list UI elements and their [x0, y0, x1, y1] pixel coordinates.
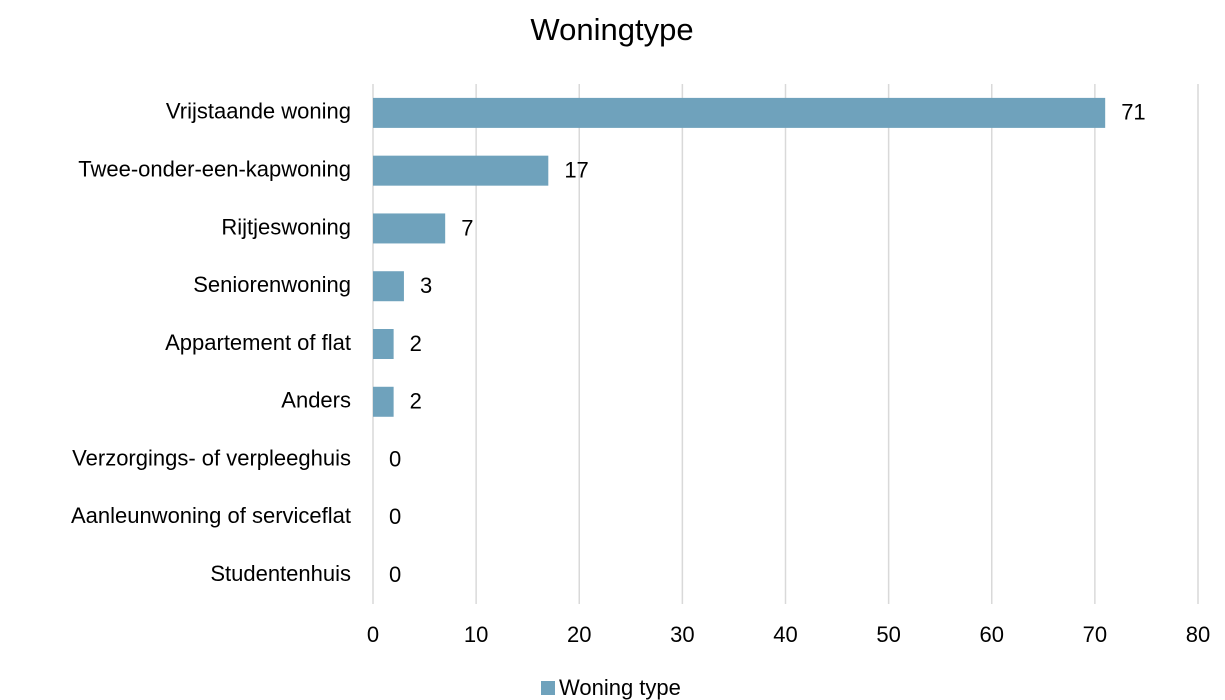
legend-label: Woning type	[559, 675, 681, 700]
data-label: 0	[389, 446, 401, 471]
x-tick-label: 60	[980, 622, 1004, 647]
x-tick-label: 0	[367, 622, 379, 647]
y-tick-label: Twee-onder-een-kapwoning	[78, 156, 351, 181]
x-tick-label: 50	[876, 622, 900, 647]
data-label: 2	[410, 331, 422, 356]
data-label: 3	[420, 273, 432, 298]
x-tick-label: 30	[670, 622, 694, 647]
y-tick-label: Studentenhuis	[210, 561, 351, 586]
x-tick-label: 40	[773, 622, 797, 647]
y-tick-label: Anders	[281, 388, 351, 413]
x-tick-label: 80	[1186, 622, 1210, 647]
bar	[373, 329, 394, 359]
y-tick-label: Appartement of flat	[165, 330, 351, 355]
chart-title: Woningtype	[530, 12, 693, 47]
bar	[373, 271, 404, 302]
y-tick-label: Aanleunwoning of serviceflat	[71, 503, 351, 528]
data-label: 7	[461, 215, 473, 240]
x-tick-label: 70	[1083, 622, 1107, 647]
data-label: 71	[1121, 100, 1145, 125]
y-tick-label: Vrijstaande woning	[166, 99, 351, 124]
data-label: 0	[389, 562, 401, 587]
y-tick-label: Rijtjeswoning	[221, 214, 351, 239]
legend-swatch	[541, 681, 555, 695]
x-tick-label: 10	[464, 622, 488, 647]
bar	[373, 155, 549, 186]
data-label: 0	[389, 504, 401, 529]
x-tick-label: 20	[567, 622, 591, 647]
bar	[373, 386, 394, 417]
data-label: 17	[564, 157, 588, 182]
data-label: 2	[410, 389, 422, 414]
y-tick-label: Verzorgings- of verpleeghuis	[72, 445, 351, 470]
y-tick-label: Seniorenwoning	[193, 272, 351, 297]
bar	[373, 213, 446, 244]
bar	[373, 97, 1106, 128]
